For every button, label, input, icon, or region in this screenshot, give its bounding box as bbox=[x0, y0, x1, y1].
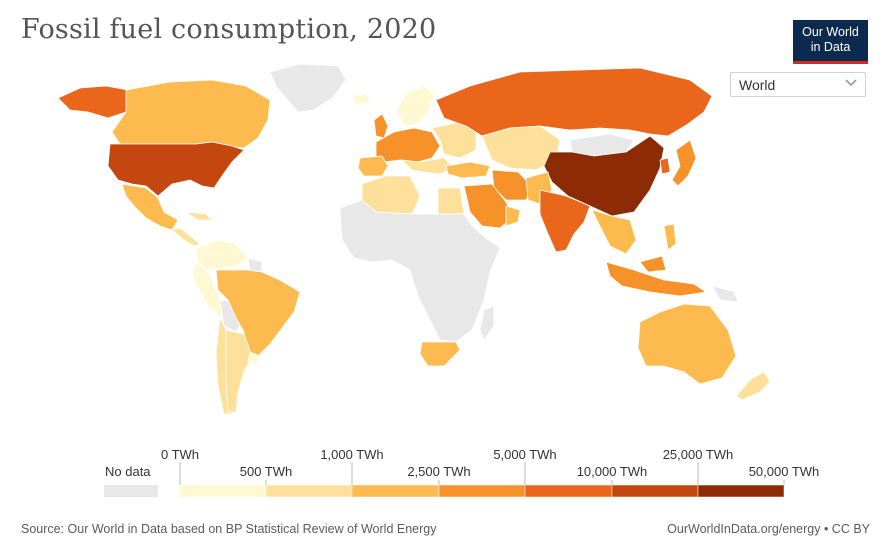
legend-bin-3 bbox=[438, 484, 526, 498]
owid-logo[interactable]: Our World in Data bbox=[793, 20, 868, 64]
region-south-africa[interactable] bbox=[419, 341, 461, 367]
region-philippines[interactable] bbox=[663, 223, 677, 251]
region-canada[interactable] bbox=[111, 79, 271, 149]
region-turkey[interactable] bbox=[445, 161, 491, 179]
legend-tick-lower-1: 2,500 TWh bbox=[407, 464, 470, 479]
legend-no-data-label: No data bbox=[105, 464, 151, 479]
legend-no-data-swatch bbox=[104, 485, 158, 497]
region-madagascar[interactable] bbox=[479, 305, 495, 341]
region-caribbean[interactable] bbox=[185, 211, 213, 221]
source-note: Source: Our World in Data based on BP St… bbox=[21, 522, 437, 536]
region-southeast-asia[interactable] bbox=[591, 209, 637, 255]
region-india[interactable] bbox=[539, 189, 591, 253]
region-gulf[interactable] bbox=[505, 205, 521, 227]
region-argentina[interactable] bbox=[225, 329, 253, 413]
legend-bin-5 bbox=[611, 484, 699, 498]
region-iberia[interactable] bbox=[357, 155, 389, 177]
chevron-down-icon bbox=[845, 79, 857, 87]
region-colombia-venezuela[interactable] bbox=[195, 239, 249, 271]
legend-tick-upper-2: 5,000 TWh bbox=[493, 447, 556, 462]
legend-bin-0 bbox=[179, 484, 267, 498]
region-korea[interactable] bbox=[659, 157, 671, 175]
region-select-value: World bbox=[739, 77, 776, 93]
region-uruguay[interactable] bbox=[247, 351, 261, 367]
region-greenland[interactable] bbox=[269, 63, 347, 113]
region-indonesia[interactable] bbox=[605, 261, 707, 297]
region-brazil[interactable] bbox=[215, 269, 301, 359]
region-peru[interactable] bbox=[191, 263, 225, 317]
legend-tick-upper-0: 0 TWh bbox=[161, 447, 199, 462]
legend-tick-lower-0: 500 TWh bbox=[240, 464, 293, 479]
region-central-america[interactable] bbox=[171, 227, 201, 247]
legend-bin-4 bbox=[524, 484, 613, 498]
region-iceland[interactable] bbox=[351, 93, 371, 105]
legend-bin-1 bbox=[265, 484, 353, 498]
legend-tick-upper-1: 1,000 TWh bbox=[320, 447, 383, 462]
legend: No data 0 TWh 1,000 TWh 5,000 TWh 25,000… bbox=[104, 447, 820, 498]
legend-bin-2 bbox=[351, 484, 440, 498]
legend-tick-lower-3: 50,000 TWh bbox=[749, 464, 820, 479]
region-usa[interactable] bbox=[107, 141, 245, 197]
region-africa[interactable] bbox=[339, 199, 501, 343]
region-china[interactable] bbox=[543, 135, 665, 217]
legend-tick-upper-3: 25,000 TWh bbox=[663, 447, 734, 462]
region-malaysia[interactable] bbox=[639, 255, 667, 273]
world-map bbox=[57, 63, 771, 415]
region-scandinavia[interactable] bbox=[395, 85, 435, 127]
legend-tick-lower-2: 10,000 TWh bbox=[577, 464, 648, 479]
region-papua[interactable] bbox=[711, 285, 739, 303]
region-australia[interactable] bbox=[637, 303, 737, 385]
chart-title: Fossil fuel consumption, 2020 bbox=[21, 14, 437, 45]
legend-bin-6 bbox=[697, 484, 785, 498]
owid-link[interactable]: OurWorldInData.org/energy • CC BY bbox=[667, 522, 870, 536]
region-select[interactable]: World bbox=[730, 72, 866, 97]
legend-bins bbox=[179, 484, 785, 498]
region-uk[interactable] bbox=[373, 113, 389, 139]
region-japan[interactable] bbox=[671, 139, 697, 187]
region-new-zealand[interactable] bbox=[735, 371, 771, 401]
